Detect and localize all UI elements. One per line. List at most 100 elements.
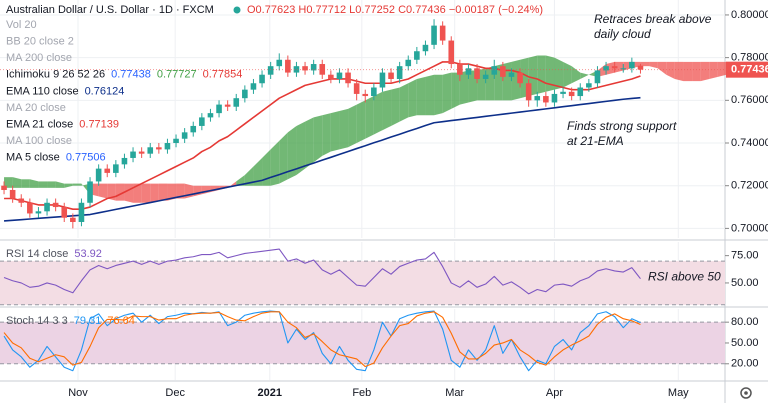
candle-body [525, 83, 532, 101]
cloud-segment [47, 181, 56, 188]
candle-body [448, 40, 455, 65]
cloud-segment [72, 183, 82, 186]
cloud-segment [717, 61, 727, 77]
candle-body [95, 168, 102, 182]
cloud-segment [115, 183, 125, 201]
y-tick-label: 0.76000 [731, 94, 768, 106]
cloud-segment [348, 104, 357, 148]
candle-body [439, 25, 446, 41]
indicator-value: 0.77506 [66, 152, 106, 164]
candle-body [629, 61, 635, 69]
candle-body [1, 185, 7, 190]
candle-body [18, 198, 25, 203]
candle-body [9, 189, 16, 199]
x-tick-label: Dec [165, 387, 185, 399]
indicator-line [3, 311, 641, 368]
candle-body [319, 64, 326, 75]
indicator-value: 0.77139 [79, 119, 119, 131]
cloud-segment [141, 183, 151, 203]
cloud-segment [382, 89, 392, 131]
band [0, 322, 725, 364]
indicator-name: EMA 110 close [6, 85, 79, 97]
x-tick-label: Feb [352, 387, 371, 399]
cloud-segment [425, 74, 435, 116]
cloud-segment [365, 96, 374, 139]
cloud-segment [649, 61, 658, 69]
band [0, 261, 725, 305]
candle-body [388, 72, 394, 79]
indicator-value: 0.77438 [111, 69, 151, 81]
y-tick-label: 0.74000 [731, 137, 768, 149]
candle-body [78, 202, 85, 222]
annotation: RSI above 50 [648, 270, 721, 284]
indicator-name: Vol 20 [6, 19, 37, 31]
candle-body [611, 66, 618, 69]
candle-body [61, 207, 68, 218]
annotation: at 21-EMA [567, 134, 624, 148]
y-tick-label: 0.72000 [731, 180, 768, 192]
indicator-value: 0.76124 [85, 85, 125, 97]
indicator-line [4, 61, 641, 210]
cloud-segment [305, 117, 314, 169]
candle-body [465, 68, 472, 75]
candle-body [508, 72, 515, 77]
candle-body [156, 147, 162, 150]
settings-icon[interactable] [740, 387, 752, 399]
candle-body [405, 59, 412, 67]
x-tick-label: Apr [546, 387, 563, 399]
candle-body [353, 83, 360, 94]
x-tick-label: Nov [68, 387, 88, 399]
panel-title: Stoch 14 3 3 [6, 315, 68, 327]
x-tick-label: May [668, 387, 689, 399]
cloud-segment [640, 61, 650, 67]
y-tick-label: 75.00 [731, 250, 759, 262]
cloud-segment [563, 61, 572, 88]
cloud-segment [176, 183, 185, 199]
indicator-name: MA 200 close [6, 52, 72, 64]
candle-body [181, 132, 188, 139]
indicator-name: Ichimoku 9 26 52 26 [6, 69, 105, 81]
cloud-segment [666, 61, 675, 79]
cloud-segment [537, 55, 546, 94]
marks-layer [0, 19, 768, 372]
candle-body [422, 44, 429, 52]
panel-value: 53.92 [74, 248, 102, 260]
candle-body [396, 66, 403, 79]
y-tick-label: 0.70000 [731, 222, 768, 234]
settings-gear-hub [744, 391, 748, 395]
chart-title: Australian Dollar / U.S. Dollar · 1D · F… [6, 4, 214, 16]
candle-body [164, 143, 171, 150]
y-tick-label: 20.00 [731, 358, 759, 370]
candle-body [207, 113, 214, 118]
cloud-segment [408, 78, 417, 118]
candle-body [138, 151, 145, 154]
indicator-line [3, 96, 641, 222]
settings-gear[interactable] [740, 387, 752, 399]
candle-body [302, 66, 308, 71]
candle-body [362, 93, 369, 97]
ohlc-readout: O0.77623 H0.77712 L0.77252 C0.77436 −0.0… [247, 4, 543, 16]
cloud-segment [4, 177, 13, 188]
candle-body [560, 91, 566, 94]
annotation: daily cloud [594, 27, 651, 41]
candle-body [276, 59, 283, 67]
indicator-name: MA 100 close [6, 135, 72, 147]
cloud-segment [683, 61, 693, 82]
candle-body [491, 66, 498, 75]
candle-body [216, 104, 222, 114]
candle-body [267, 66, 274, 75]
candle-body [285, 59, 291, 73]
cloud-segment [606, 61, 615, 75]
candle-body [70, 217, 76, 222]
candle-body [594, 70, 601, 84]
grid-layer [0, 0, 729, 380]
cloud-segment [554, 57, 564, 90]
indicator-name: MA 20 close [6, 102, 66, 114]
cloud-segment [674, 61, 684, 82]
candle-body [336, 72, 343, 79]
candle-body [121, 157, 128, 165]
candle-body [52, 202, 59, 208]
cloud-segment [124, 183, 134, 203]
candle-body [379, 72, 386, 88]
